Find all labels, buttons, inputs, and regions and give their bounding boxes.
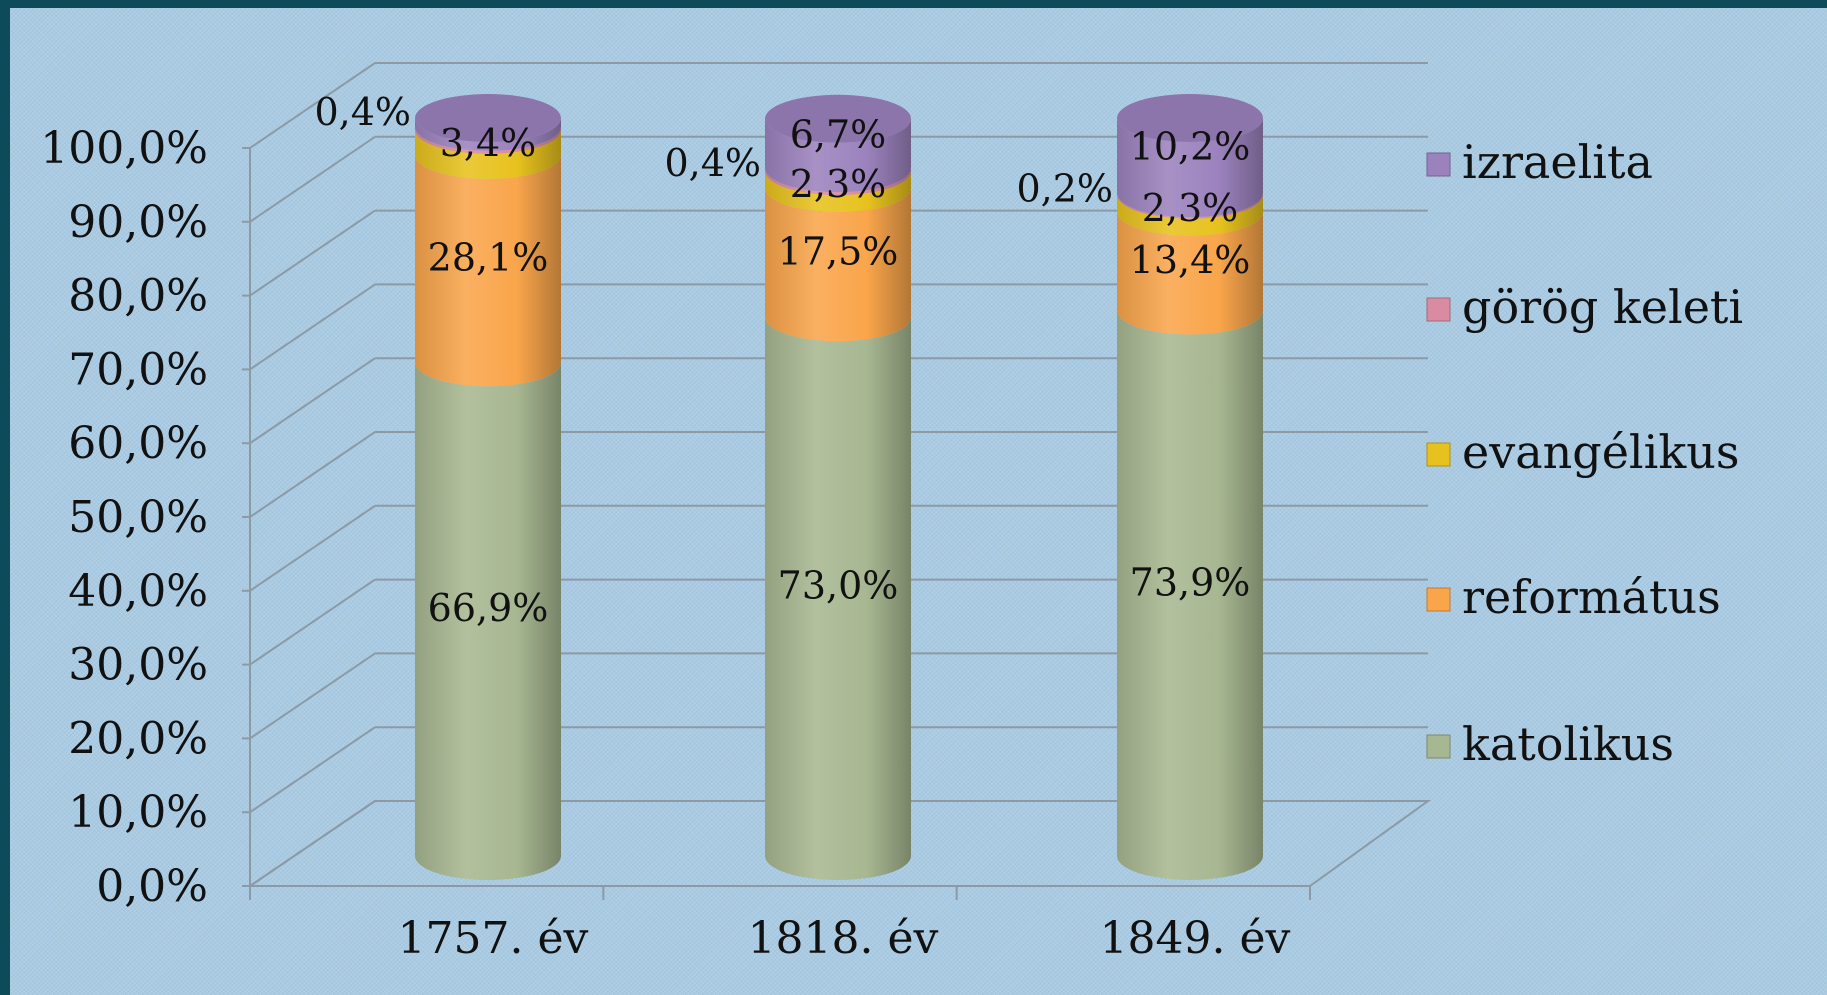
legend-swatch-izraelita xyxy=(1426,152,1451,177)
data-label: 6,7% xyxy=(790,112,887,156)
data-label: 73,9% xyxy=(1130,560,1251,604)
depth-gridline xyxy=(249,135,376,223)
data-label: 0,2% xyxy=(1016,166,1113,210)
segment-evangélikus xyxy=(1117,194,1263,236)
y-tick-label: 20,0% xyxy=(68,713,208,764)
x-category-label: 1757. év xyxy=(398,913,589,964)
data-label: 17,5% xyxy=(778,230,899,274)
legend-label-izraelita: izraelita xyxy=(1462,135,1653,189)
legend-swatch-evangélikus xyxy=(1426,442,1451,467)
data-label: 2,3% xyxy=(790,162,887,206)
depth-gridline xyxy=(249,283,376,371)
x-category-label: 1818. év xyxy=(748,913,939,964)
chart-panel: 0,0% 10,0% 20,0% 30,0% 40,0% 50,0% 60,0% 70,0% 8… xyxy=(10,8,1827,995)
data-label: 0,4% xyxy=(664,141,761,185)
data-label: 73,0% xyxy=(778,564,899,608)
segment-evangélikus xyxy=(765,171,911,213)
segment-izraelita xyxy=(1117,118,1263,218)
y-tick-label: 50,0% xyxy=(68,492,208,543)
segment-református xyxy=(415,154,561,387)
y-tick-label: 0,0% xyxy=(96,861,208,912)
stacked-cylinder-chart: 0,0% 10,0% 20,0% 30,0% 40,0% 50,0% 60,0% 70,0% 8… xyxy=(40,62,1743,964)
y-tick-label: 100,0% xyxy=(40,123,208,174)
legend-swatch-görög-keleti xyxy=(1426,297,1451,322)
y-tick-label: 10,0% xyxy=(68,787,208,838)
cylinder-3: 73,9% 13,4% 2,3% 0,2% 10,2% xyxy=(1016,94,1263,880)
depth-gridline xyxy=(249,504,376,592)
legend-label-görög-keleti: görög keleti xyxy=(1462,280,1743,334)
y-tick-label: 90,0% xyxy=(68,197,208,248)
cylinder-top-cap xyxy=(415,94,561,142)
data-label: 3,4% xyxy=(440,121,537,165)
legend-label-katolikus: katolikus xyxy=(1462,717,1674,771)
cylinder-1: 66,9% 28,1% 3,4% 0,4% xyxy=(314,90,561,880)
data-label: 13,4% xyxy=(1130,238,1251,282)
segment-evangélikus xyxy=(415,129,561,179)
data-label: 28,1% xyxy=(428,236,549,280)
cylinder-top-cap xyxy=(1117,94,1263,142)
depth-gridline xyxy=(249,62,376,149)
x-category-label: 1849. év xyxy=(1100,913,1291,964)
legend-swatch-katolikus xyxy=(1426,734,1451,759)
legend-label-evangélikus: evangélikus xyxy=(1462,425,1739,479)
y-tick-label: 60,0% xyxy=(68,418,208,469)
y-tick-label: 40,0% xyxy=(68,566,208,617)
segment-református xyxy=(765,188,911,342)
depth-gridline xyxy=(249,578,376,666)
depth-gridline xyxy=(249,431,376,518)
cylinder-top-cap xyxy=(765,94,911,143)
legend-label-református: református xyxy=(1462,570,1721,624)
segment-református xyxy=(1117,211,1263,335)
y-tick-label: 80,0% xyxy=(68,271,208,322)
segment-katolikus xyxy=(415,362,561,880)
data-label: 2,3% xyxy=(1142,186,1239,230)
y-tick-label: 70,0% xyxy=(68,344,208,395)
segment-izraelita xyxy=(415,118,561,151)
depth-gridline xyxy=(249,652,376,740)
data-label: 66,9% xyxy=(428,586,549,630)
depth-gridline xyxy=(249,209,376,297)
data-label: 10,2% xyxy=(1130,125,1251,169)
legend-swatch-református xyxy=(1426,587,1451,612)
cylinder-2: 73,0% 17,5% 2,3% 0,4% 6,7% xyxy=(664,94,911,880)
segment-katolikus xyxy=(1117,310,1263,880)
segment-katolikus xyxy=(765,317,911,880)
data-label: 0,4% xyxy=(314,90,411,134)
depth-gridline xyxy=(249,726,376,814)
depth-gridline xyxy=(249,357,376,445)
segment-izraelita xyxy=(765,118,911,193)
y-tick-label: 30,0% xyxy=(68,640,208,691)
